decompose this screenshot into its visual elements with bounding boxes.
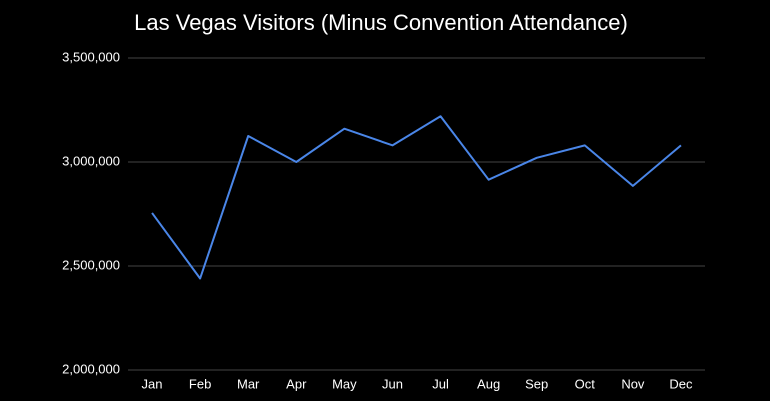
- y-tick-label: 2,500,000: [62, 257, 120, 272]
- x-tick-label: Jan: [142, 376, 163, 391]
- x-tick-label: Dec: [669, 376, 693, 391]
- x-tick-label: Aug: [477, 376, 500, 391]
- x-tick-label: Oct: [575, 376, 596, 391]
- x-tick-label: Jun: [382, 376, 403, 391]
- chart-title: Las Vegas Visitors (Minus Convention Att…: [134, 10, 628, 35]
- line-series: [151, 115, 682, 280]
- x-tick-label: May: [332, 376, 357, 391]
- x-tick-label: Nov: [621, 376, 645, 391]
- x-tick-label: Mar: [237, 376, 260, 391]
- x-tick-label: Feb: [189, 376, 211, 391]
- y-tick-label: 3,000,000: [62, 153, 120, 168]
- y-tick-label: 2,000,000: [62, 361, 120, 376]
- x-tick-label: Sep: [525, 376, 548, 391]
- y-tick-label: 3,500,000: [62, 49, 120, 64]
- x-tick-label: Jul: [432, 376, 449, 391]
- x-tick-label: Apr: [286, 376, 307, 391]
